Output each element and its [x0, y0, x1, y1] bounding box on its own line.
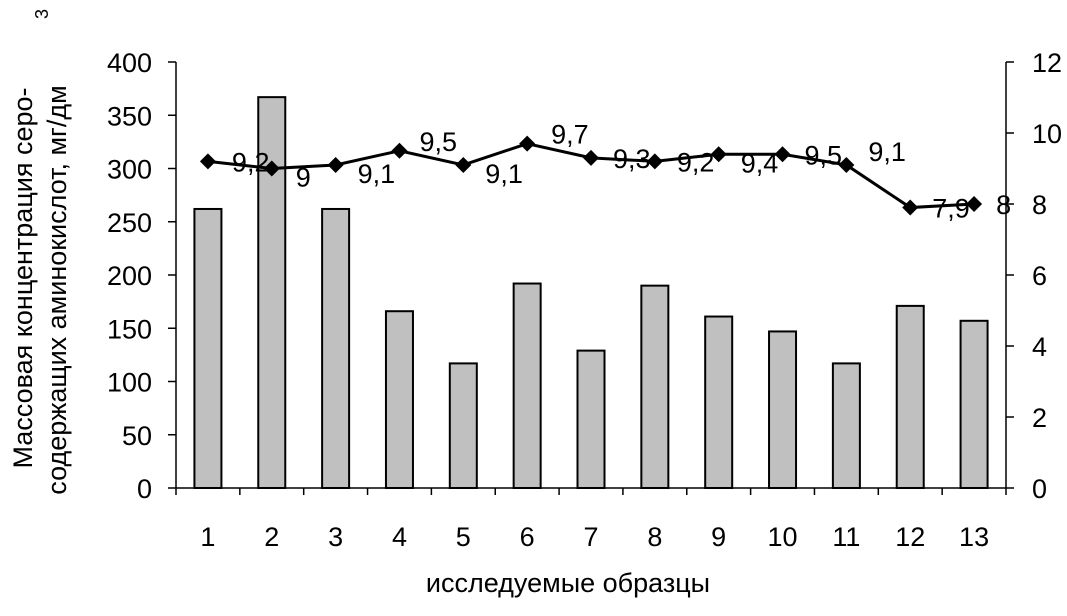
- line-point-5: [455, 156, 472, 173]
- bar-12: [895, 304, 925, 490]
- y-right-tick-6: 6: [1032, 261, 1047, 291]
- x-tick-13: 13: [959, 522, 989, 552]
- x-tick-2: 2: [264, 522, 279, 552]
- y-right-tick-8: 8: [1032, 190, 1047, 220]
- bar-6: [512, 282, 542, 489]
- y-left-tick-400: 400: [107, 48, 152, 78]
- x-tick-3: 3: [328, 522, 343, 552]
- data-label-8: 9,2: [677, 147, 715, 177]
- y-axis-title-superscript: 3: [32, 9, 52, 19]
- line-point-11: [838, 156, 855, 173]
- bar-4: [384, 310, 414, 489]
- bar-13: [959, 319, 989, 490]
- data-label-4: 9,5: [419, 127, 457, 157]
- y-right-tick-4: 4: [1032, 332, 1047, 362]
- data-label-7: 9,3: [613, 144, 651, 174]
- data-label-1: 9,2: [232, 147, 270, 177]
- y-left-tick-150: 150: [107, 314, 152, 344]
- bars: [193, 96, 989, 490]
- data-label-6: 9,7: [551, 120, 589, 150]
- y-left-tick-50: 50: [122, 421, 152, 451]
- line-point-7: [583, 149, 599, 166]
- y-left-tick-200: 200: [107, 261, 152, 291]
- line-point-3: [327, 156, 344, 173]
- x-tick-8: 8: [647, 522, 662, 552]
- y-left-tick-250: 250: [107, 208, 152, 238]
- x-tick-7: 7: [583, 522, 598, 552]
- data-label-13: 8: [996, 190, 1011, 220]
- line-point-2: [263, 160, 280, 177]
- line-point-8: [646, 153, 663, 170]
- bar-10: [768, 330, 798, 489]
- y-left-tick-100: 100: [107, 368, 152, 398]
- line-point-13: [966, 196, 983, 212]
- labels: 9,2 9 9,1 9,5 9,1 9,7 9,3 9,2 9,4 9,5 9,1 7,9 8: [232, 120, 1011, 224]
- x-tick-6: 6: [520, 522, 535, 552]
- y-left-tick-350: 350: [107, 101, 152, 131]
- line-point-12: [902, 199, 919, 216]
- x-axis-title: исследуемые образцы: [426, 568, 710, 598]
- bar-1: [193, 207, 223, 489]
- y-right-tick-12: 12: [1032, 48, 1062, 78]
- data-label-11: 9,1: [868, 137, 906, 167]
- bar-11: [831, 362, 861, 489]
- x-tick-4: 4: [392, 522, 407, 552]
- line-point-6: [519, 135, 536, 152]
- data-label-2: 9: [296, 163, 311, 193]
- bar-3: [321, 207, 351, 489]
- data-label-5: 9,1: [485, 159, 523, 189]
- data-label-9: 9,4: [741, 148, 779, 178]
- x-tick-1: 1: [200, 522, 215, 552]
- x-tick-9: 9: [711, 522, 726, 552]
- y-right-tick-10: 10: [1032, 119, 1062, 149]
- x-tick-11: 11: [832, 522, 860, 552]
- y-right-tick-2: 2: [1032, 403, 1047, 433]
- line-series: [199, 135, 983, 216]
- y-axis-title-line-2: содержащих аминокислот, мг/дм: [42, 85, 72, 494]
- bar-9: [704, 315, 734, 489]
- y-left-tick-0: 0: [137, 474, 152, 504]
- x-tick-12: 12: [895, 522, 925, 552]
- line-point-1: [199, 153, 216, 170]
- y-right-tick-0: 0: [1032, 474, 1047, 504]
- bar-7: [576, 349, 606, 489]
- line-point-4: [391, 142, 408, 159]
- bar-5: [448, 362, 478, 489]
- data-label-10: 9,5: [805, 140, 843, 170]
- x-tick-5: 5: [456, 522, 471, 552]
- y-axis-title-line-1: Массовая концентрация серо-: [8, 87, 38, 468]
- line-point-10: [774, 146, 791, 163]
- bar-8: [640, 284, 670, 489]
- data-label-12: 7,9: [932, 194, 970, 224]
- y-left-tick-300: 300: [107, 155, 152, 185]
- data-label-3: 9,1: [358, 159, 396, 189]
- line-point-9: [710, 146, 727, 163]
- x-tick-10: 10: [768, 522, 798, 552]
